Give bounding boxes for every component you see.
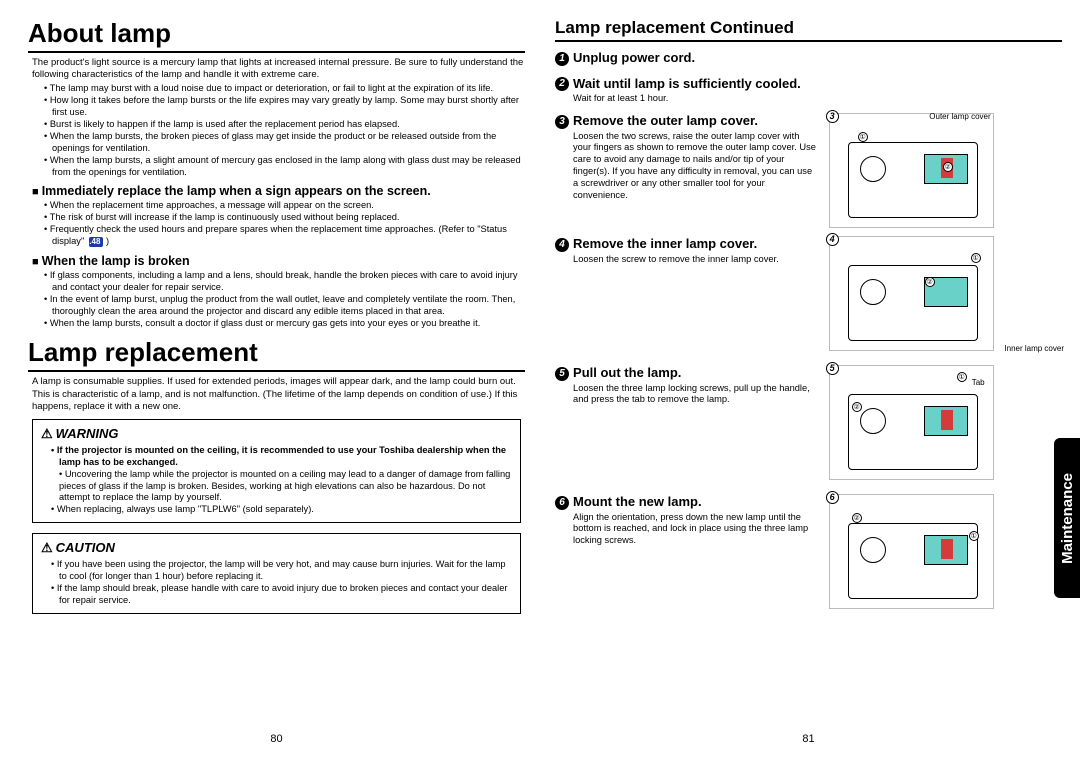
- step-num-icon: 1: [555, 52, 569, 66]
- replace-sign-subhead: Immediately replace the lamp when a sign…: [32, 184, 525, 198]
- list-item: The risk of burst will increase if the l…: [44, 212, 525, 224]
- step-desc: Wait for at least 1 hour.: [573, 93, 1062, 105]
- list-item: If the projector is mounted on the ceili…: [51, 445, 512, 469]
- step-title-text: Wait until lamp is sufficiently cooled.: [573, 76, 801, 91]
- about-lamp-title: About lamp: [28, 18, 525, 53]
- page-ref-badge: p.48: [89, 237, 103, 247]
- step-title-text: Remove the inner lamp cover.: [573, 236, 757, 251]
- step-1: 1 Unplug power cord.: [555, 50, 1062, 68]
- continued-title: Lamp replacement Continued: [555, 18, 1062, 42]
- marker-2-icon: ②: [943, 162, 953, 172]
- diagram-label: Inner lamp cover: [1004, 344, 1064, 353]
- step-title-text: Mount the new lamp.: [573, 494, 702, 509]
- step-5: 5 Pull out the lamp. Loosen the three lam…: [555, 365, 1062, 480]
- diagram-step-badge: 3: [826, 110, 839, 123]
- diagram-step-badge: 4: [826, 233, 839, 246]
- marker-2-icon: ②: [852, 513, 862, 523]
- list-item: If the lamp should break, please handle …: [51, 583, 512, 607]
- warning-heading: ⚠WARNING: [41, 426, 512, 442]
- lamp-replacement-intro: A lamp is consumable supplies. If used f…: [32, 376, 525, 412]
- list-item: How long it takes before the lamp bursts…: [44, 95, 525, 119]
- caution-box: ⚠CAUTION If you have been using the proj…: [32, 533, 521, 614]
- list-item: When the lamp bursts, consult a doctor i…: [44, 318, 525, 330]
- step-num-icon: 4: [555, 238, 569, 252]
- warning-box: ⚠WARNING If the projector is mounted on …: [32, 419, 521, 523]
- step-desc: Loosen the screw to remove the inner lam…: [573, 254, 819, 266]
- list-item: When the replacement time approaches, a …: [44, 200, 525, 212]
- step-title-text: Unplug power cord.: [573, 50, 695, 65]
- marker-1-icon: ①: [969, 531, 979, 541]
- step-2: 2 Wait until lamp is sufficiently cooled.…: [555, 76, 1062, 105]
- list-item: Burst is likely to happen if the lamp is…: [44, 119, 525, 131]
- step-3: 3 Remove the outer lamp cover. Loosen the…: [555, 113, 1062, 228]
- list-item: The lamp may burst with a loud noise due…: [44, 83, 525, 95]
- diagram-step-badge: 5: [826, 362, 839, 375]
- replace-sign-bullets: When the replacement time approaches, a …: [44, 200, 525, 248]
- diagram-step-5: 5 Tab ① ②: [829, 365, 994, 480]
- diagram-label: Tab: [972, 378, 985, 387]
- list-item: In the event of lamp burst, unplug the p…: [44, 294, 525, 318]
- about-lamp-intro: The product's light source is a mercury …: [32, 57, 525, 81]
- step-desc: Align the orientation, press down the ne…: [573, 512, 819, 548]
- list-item: When the lamp bursts, the broken pieces …: [44, 131, 525, 155]
- caution-heading: ⚠CAUTION: [41, 540, 512, 556]
- broken-lamp-bullets: If glass components, including a lamp an…: [44, 270, 525, 329]
- page-number-right: 81: [802, 733, 814, 745]
- list-item: If you have been using the projector, th…: [51, 559, 512, 583]
- list-item: When the lamp bursts, a slight amount of…: [44, 155, 525, 179]
- step-title-text: Remove the outer lamp cover.: [573, 113, 758, 128]
- marker-1-icon: ①: [957, 372, 967, 382]
- diagram-step-6: 6 ① ②: [829, 494, 994, 609]
- step-num-icon: 6: [555, 496, 569, 510]
- marker-1-icon: ①: [971, 253, 981, 263]
- list-item: If glass components, including a lamp an…: [44, 270, 525, 294]
- diagram-step-badge: 6: [826, 491, 839, 504]
- diagram-step-4: 4 ① ②: [829, 236, 994, 351]
- list-item: When replacing, always use lamp "TLPLW6"…: [51, 504, 512, 516]
- warning-icon: ⚠: [41, 426, 53, 441]
- step-6: 6 Mount the new lamp. Align the orientati…: [555, 494, 1062, 609]
- warning-bullets: If the projector is mounted on the ceili…: [51, 445, 512, 516]
- marker-1-icon: ①: [858, 132, 868, 142]
- step-title-text: Pull out the lamp.: [573, 365, 681, 380]
- marker-2-icon: ②: [852, 402, 862, 412]
- step-4: 4 Remove the inner lamp cover. Loosen the…: [555, 236, 1062, 351]
- step-num-icon: 5: [555, 367, 569, 381]
- about-lamp-bullets: The lamp may burst with a loud noise due…: [44, 83, 525, 178]
- list-item: Frequently check the used hours and prep…: [44, 224, 525, 248]
- page-number-left: 80: [270, 733, 282, 745]
- diagram-label: Outer lamp cover: [929, 112, 990, 121]
- step-num-icon: 3: [555, 115, 569, 129]
- broken-lamp-subhead: When the lamp is broken: [32, 254, 525, 268]
- step-desc: Loosen the three lamp locking screws, pu…: [573, 383, 819, 407]
- lamp-replacement-title: Lamp replacement: [28, 337, 525, 372]
- list-item: Uncovering the lamp while the projector …: [59, 469, 512, 505]
- caution-icon: ⚠: [41, 540, 53, 555]
- diagram-step-3: 3 Outer lamp cover ① ②: [829, 113, 994, 228]
- caution-bullets: If you have been using the projector, th…: [51, 559, 512, 607]
- side-tab-maintenance: Maintenance: [1054, 438, 1080, 598]
- step-num-icon: 2: [555, 77, 569, 91]
- step-desc: Loosen the two screws, raise the outer l…: [573, 131, 819, 202]
- marker-2-icon: ②: [925, 277, 935, 287]
